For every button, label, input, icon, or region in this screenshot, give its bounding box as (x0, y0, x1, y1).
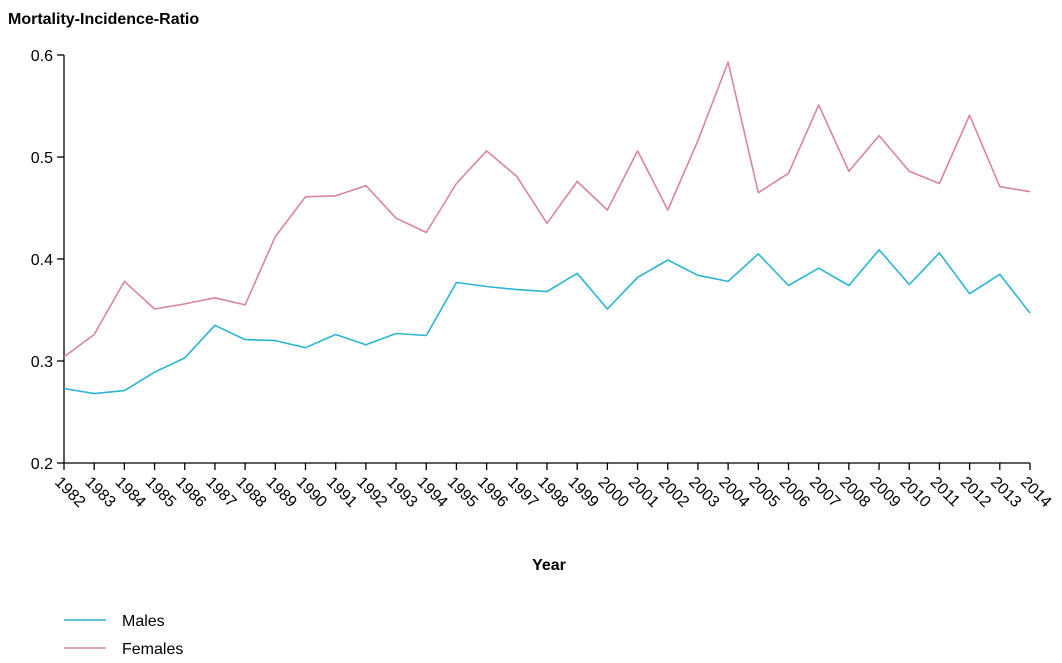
series-line-females (63, 61, 1031, 358)
x-tick-label: 1985 (142, 474, 179, 511)
axes (63, 55, 1030, 464)
x-tick-label: 2011 (927, 474, 963, 510)
x-tick-label: 1986 (172, 474, 209, 511)
x-tick-label: 2007 (806, 474, 843, 511)
x-tick-label: 1989 (262, 474, 299, 511)
x-tick-label: 1996 (474, 474, 511, 511)
x-tick-label: 2012 (957, 474, 994, 511)
x-tick-label: 1997 (504, 474, 541, 511)
x-tick-label: 2001 (625, 474, 662, 511)
y-tick-label: 0.6 (31, 48, 53, 65)
x-tick-label: 2005 (745, 474, 782, 511)
x-axis-title: Year (532, 557, 566, 574)
x-tick-label: 2010 (896, 474, 933, 511)
x-tick-label: 1988 (232, 474, 269, 511)
x-tick-label: 1984 (112, 474, 149, 511)
y-tick-label: 0.4 (31, 252, 53, 269)
legend: Males Females (64, 613, 183, 658)
x-tick-label: 2003 (685, 474, 722, 511)
x-tick-label: 1992 (353, 474, 390, 511)
y-ticks: 0.2 0.3 0.4 0.5 0.6 (31, 48, 64, 473)
x-tick-label: 1995 (444, 474, 481, 511)
y-axis-title: Mortality-Incidence-Ratio (8, 11, 199, 28)
y-tick-label: 0.3 (31, 354, 53, 371)
x-tick-label: 2004 (715, 474, 752, 511)
x-tick-label: 1999 (564, 474, 601, 511)
x-tick-label: 2002 (655, 474, 692, 511)
x-tick-label: 2013 (987, 474, 1024, 511)
x-tick-label: 1991 (323, 474, 360, 511)
y-tick-label: 0.2 (31, 456, 53, 473)
x-tick-label: 1990 (293, 474, 330, 511)
x-tick-label: 2000 (595, 474, 632, 511)
x-tick-label: 1983 (81, 474, 118, 511)
x-tick-label: 2008 (836, 474, 873, 511)
legend-label-males: Males (122, 613, 165, 630)
x-tick-label: 2009 (866, 474, 903, 511)
x-ticks: 1982198319841985198619871988198919901991… (51, 463, 1054, 511)
series-lines (63, 61, 1031, 395)
x-tick-label: 1982 (51, 474, 88, 511)
x-tick-label: 2014 (1017, 474, 1054, 511)
x-tick-label: 1994 (413, 474, 450, 511)
legend-label-females: Females (122, 641, 183, 658)
x-tick-label: 1993 (383, 474, 420, 511)
x-tick-label: 1998 (534, 474, 571, 511)
x-tick-label: 1987 (202, 474, 239, 511)
x-tick-label: 2006 (776, 474, 813, 511)
series-line-males (63, 249, 1031, 395)
y-tick-label: 0.5 (31, 150, 53, 167)
